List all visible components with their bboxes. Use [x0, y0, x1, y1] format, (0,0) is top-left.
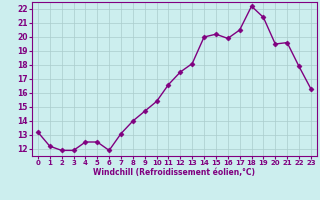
X-axis label: Windchill (Refroidissement éolien,°C): Windchill (Refroidissement éolien,°C): [93, 168, 255, 177]
